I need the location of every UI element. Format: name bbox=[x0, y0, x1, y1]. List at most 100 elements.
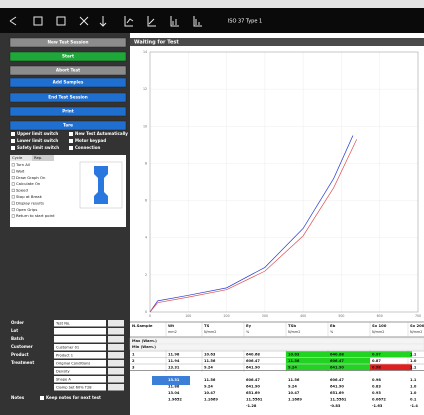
step-checkbox[interactable] bbox=[11, 163, 15, 167]
specimen-icon bbox=[94, 166, 108, 204]
form-value: Original Conditions bbox=[56, 361, 90, 365]
notes-check-label: Keep notes for next test bbox=[46, 395, 101, 400]
form-button[interactable] bbox=[108, 376, 124, 383]
form-button[interactable] bbox=[108, 352, 124, 359]
stat-cell: -1.4 bbox=[410, 404, 418, 408]
curve bbox=[149, 135, 354, 313]
checkbox[interactable] bbox=[69, 132, 73, 136]
cell: 9.24 bbox=[288, 365, 297, 369]
x-tick-label: 0 bbox=[149, 314, 151, 318]
form-field[interactable] bbox=[54, 376, 106, 383]
step-checkbox[interactable] bbox=[11, 182, 15, 186]
stat-cell: 10.47 bbox=[204, 391, 216, 395]
bars-icon[interactable] bbox=[170, 16, 179, 27]
selected-cell[interactable] bbox=[152, 376, 190, 385]
graph2-icon[interactable] bbox=[147, 16, 156, 27]
step-label: Calculate On bbox=[16, 181, 41, 186]
checkbox[interactable] bbox=[11, 132, 15, 136]
button-label: Print bbox=[62, 109, 74, 114]
column-header: TS bbox=[204, 323, 210, 328]
cell: 641.90 bbox=[330, 365, 344, 369]
stat-cell: -0.83 bbox=[330, 404, 341, 408]
form-field[interactable] bbox=[54, 320, 106, 327]
form-field[interactable] bbox=[54, 368, 106, 375]
button[interactable] bbox=[9, 120, 127, 131]
checkbox[interactable] bbox=[11, 139, 15, 143]
form-button[interactable] bbox=[108, 360, 124, 367]
form-button[interactable] bbox=[108, 344, 124, 351]
stat-cell: 11.56 bbox=[204, 378, 216, 382]
button-label: Tare bbox=[63, 123, 73, 128]
cell: 606.47 bbox=[246, 359, 260, 363]
tab[interactable] bbox=[10, 155, 32, 161]
button-label: End Test Session bbox=[48, 95, 88, 100]
stat-cell: 651.69 bbox=[330, 391, 344, 395]
cell: 9.24 bbox=[204, 365, 213, 369]
form-button[interactable] bbox=[108, 320, 124, 327]
share-icon[interactable] bbox=[9, 16, 17, 26]
stat-cell: 0.1 bbox=[410, 398, 417, 402]
stat-cell: 606.47 bbox=[246, 378, 260, 382]
form-field[interactable] bbox=[54, 352, 106, 359]
column-unit: N/mm2 bbox=[288, 330, 300, 334]
cell-highlight bbox=[370, 364, 412, 371]
checkbox[interactable] bbox=[11, 146, 15, 150]
column-header: Wt bbox=[168, 323, 174, 328]
button[interactable] bbox=[9, 77, 127, 88]
form-button[interactable] bbox=[108, 328, 124, 335]
edit-icon[interactable] bbox=[33, 16, 43, 26]
open-icon[interactable] bbox=[56, 16, 66, 26]
form-value: Test No. bbox=[55, 321, 70, 325]
method-title: ISO 37 Type 1 bbox=[228, 19, 262, 25]
cell-highlight bbox=[328, 351, 370, 358]
stat-cell: 0.93 bbox=[372, 391, 381, 395]
curve bbox=[149, 139, 358, 313]
cell: 640.68 bbox=[330, 352, 344, 356]
cell: 11.56 bbox=[288, 359, 300, 363]
form-button[interactable] bbox=[108, 384, 124, 391]
form-field[interactable] bbox=[54, 384, 106, 391]
step-checkbox[interactable] bbox=[11, 208, 15, 212]
stat-cell: 641.90 bbox=[246, 385, 260, 389]
button[interactable] bbox=[9, 51, 127, 62]
graph-icon[interactable] bbox=[124, 16, 134, 27]
button[interactable] bbox=[9, 106, 127, 117]
form-label: Treatment bbox=[11, 360, 34, 365]
button[interactable] bbox=[9, 92, 127, 103]
form-button[interactable] bbox=[108, 336, 124, 343]
tab[interactable] bbox=[32, 155, 54, 161]
button[interactable] bbox=[9, 37, 127, 48]
form-field[interactable] bbox=[54, 328, 106, 335]
stat-cell: 651.69 bbox=[246, 391, 260, 395]
form-field[interactable] bbox=[54, 344, 106, 351]
cell: 3 bbox=[132, 365, 135, 369]
toolbar bbox=[0, 8, 424, 33]
y-tick-label: 6 bbox=[145, 199, 147, 203]
checkbox[interactable] bbox=[69, 146, 73, 150]
tools-icon[interactable] bbox=[79, 16, 89, 26]
step-checkbox[interactable] bbox=[11, 201, 15, 205]
notes-checkbox[interactable] bbox=[40, 396, 44, 400]
stat-cell: 13.31 bbox=[168, 378, 180, 382]
step-checkbox[interactable] bbox=[11, 188, 15, 192]
column-unit: mm2 bbox=[168, 330, 177, 334]
checkbox[interactable] bbox=[69, 139, 73, 143]
y-tick-label: 8 bbox=[145, 161, 147, 165]
x-tick-label: 700 bbox=[415, 314, 421, 318]
column-header: Sx 100 bbox=[372, 323, 387, 328]
step-checkbox[interactable] bbox=[11, 169, 15, 173]
step-checkbox[interactable] bbox=[11, 195, 15, 199]
export-icon[interactable] bbox=[99, 16, 107, 27]
bars2-icon[interactable] bbox=[193, 16, 202, 27]
form-value: Clamp Set 60% T28 bbox=[56, 385, 92, 389]
step-checkbox[interactable] bbox=[11, 214, 15, 218]
form-field[interactable] bbox=[54, 360, 106, 367]
cell: 0.87 bbox=[372, 359, 381, 363]
form-field[interactable] bbox=[54, 336, 106, 343]
stat-cell: 1.0 bbox=[410, 385, 417, 389]
step-checkbox[interactable] bbox=[11, 176, 15, 180]
button-label: Start bbox=[62, 54, 74, 59]
stat-cell: 11.5561 bbox=[246, 398, 263, 402]
form-button[interactable] bbox=[108, 368, 124, 375]
button[interactable] bbox=[9, 65, 127, 76]
